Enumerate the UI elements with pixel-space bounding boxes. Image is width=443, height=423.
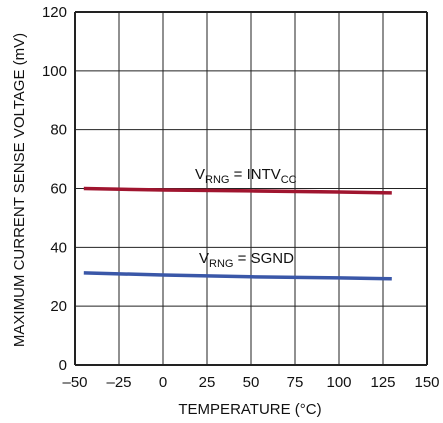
x-tick-label: 50 xyxy=(243,374,260,391)
y-axis-label: MAXIMUM CURRENT SENSE VOLTAGE (mV) xyxy=(11,33,28,347)
y-tick-label: 80 xyxy=(50,122,67,139)
y-tick-label: 100 xyxy=(42,63,67,80)
x-tick-label: 125 xyxy=(370,374,395,391)
y-tick-label: 20 xyxy=(50,298,67,315)
y-tick-label: 60 xyxy=(50,181,67,198)
x-axis-label: TEMPERATURE (°C) xyxy=(178,401,321,418)
x-tick-label: 25 xyxy=(199,374,216,391)
y-tick-label: 0 xyxy=(59,357,67,374)
x-tick-label: 100 xyxy=(326,374,351,391)
series-layer xyxy=(83,186,392,281)
series-line-intvcc xyxy=(83,186,392,195)
x-tick-label: –50 xyxy=(62,374,87,391)
y-tick-label: 120 xyxy=(42,4,67,21)
grid xyxy=(74,11,428,366)
x-tick-label: 0 xyxy=(159,374,167,391)
series-line-sgnd xyxy=(83,271,392,281)
series-label-intvcc: VRNG = INTVCC xyxy=(195,166,297,186)
x-tick-label: 150 xyxy=(414,374,439,391)
x-tick-label: 75 xyxy=(287,374,304,391)
tick-layer: –50 –25 0 25 50 75 100 125 150 0 20 40 60 80 100 120 xyxy=(42,4,440,391)
y-tick-label: 40 xyxy=(50,239,67,256)
x-tick-label: –25 xyxy=(106,374,131,391)
series-label-sgnd: VRNG = SGND xyxy=(199,250,294,270)
